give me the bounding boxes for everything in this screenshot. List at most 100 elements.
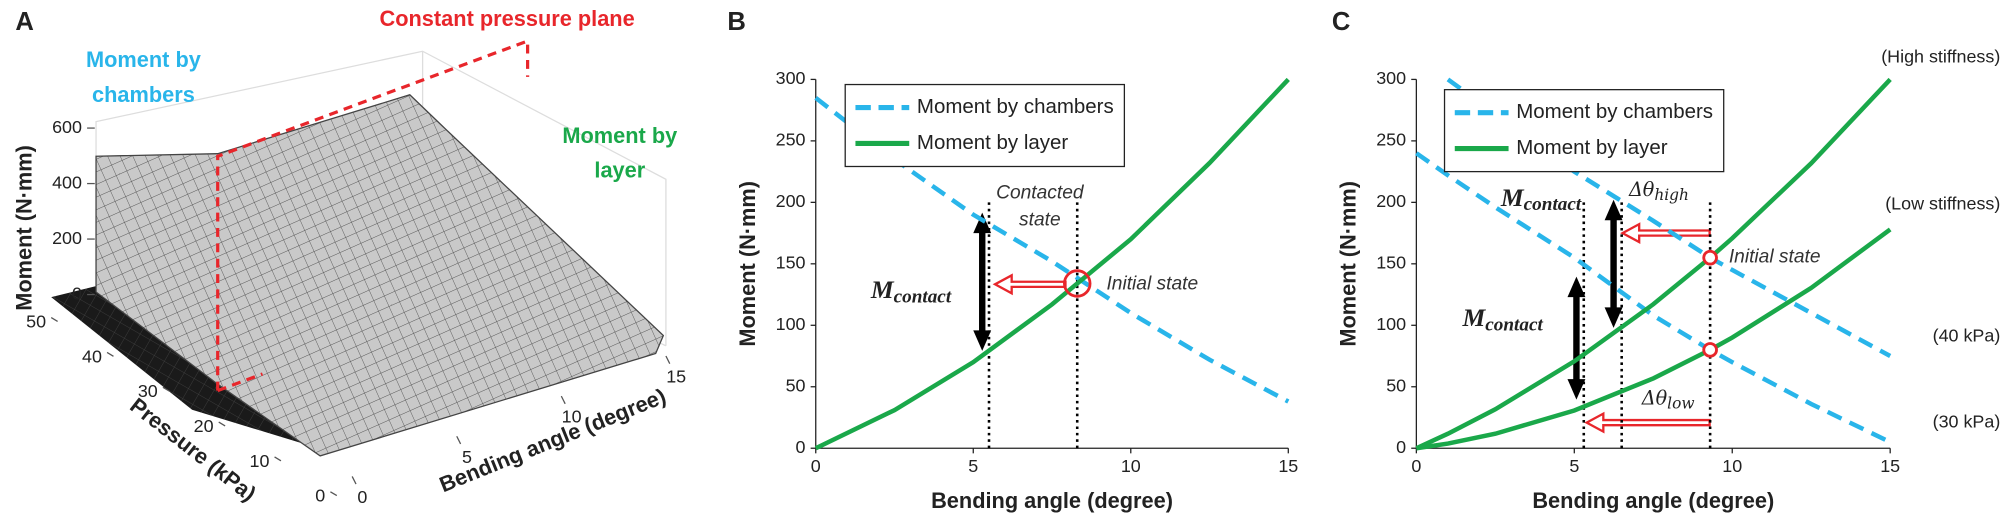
math-label: Mcontact (1500, 183, 1582, 216)
panel-label: C (1332, 8, 1350, 36)
math-label: Mcontact (870, 275, 952, 308)
math-label: Δθhigh (1628, 178, 1689, 204)
y-tick-label: 0 (315, 486, 325, 506)
annotation: layer (594, 157, 645, 182)
symbol: M (1461, 303, 1486, 332)
y-tick (218, 421, 226, 427)
series-line (1415, 77, 1892, 451)
y-tick-label: 0 (1396, 437, 1406, 457)
annotation: Initial state (1106, 273, 1198, 294)
series-label: (High stiffness) (1881, 46, 2000, 66)
z-tick-label: 600 (52, 117, 82, 137)
light-surface (95, 94, 665, 457)
annotation: Constant pressure plane (380, 6, 635, 31)
x-tick (351, 476, 357, 485)
series-line (1416, 227, 1892, 451)
x-tick-label: 0 (357, 487, 367, 507)
symbol: M (1500, 183, 1525, 212)
state-marker (1702, 342, 1718, 358)
x-axis-label: Bending angle (degree) (1532, 488, 1774, 513)
math-label: Mcontact (1461, 303, 1543, 336)
subscript: high (1654, 186, 1689, 204)
annotation: Moment by (86, 47, 201, 72)
panel-label: A (15, 8, 34, 36)
annotation: chambers (92, 82, 195, 107)
y-tick-label: 300 (776, 68, 806, 88)
y-tick (106, 351, 114, 357)
legend-label: Moment by layer (1516, 136, 1667, 159)
z-tick-label: 400 (52, 172, 82, 192)
z-tick-label: 200 (52, 228, 82, 248)
annotation: Initial state (1729, 246, 1821, 267)
legend-label: Moment by chambers (1516, 100, 1713, 123)
legend-label: Moment by chambers (917, 95, 1114, 118)
subscript: contact (1524, 195, 1582, 216)
series-label: (Low stiffness) (1885, 194, 2000, 214)
panel-label: B (727, 8, 746, 36)
annotation: state (1019, 209, 1061, 230)
y-tick-label: 150 (776, 253, 806, 273)
arrows-b (973, 212, 1067, 351)
x-tick (560, 395, 566, 405)
x-tick-label: 10 (1121, 456, 1141, 476)
y-tick (50, 317, 58, 322)
state-marker (1702, 249, 1718, 266)
y-tick-label: 50 (26, 311, 46, 331)
symbol: Δθ (1641, 387, 1668, 410)
y-tick-label: 0 (796, 437, 806, 457)
y-tick-label: 50 (1386, 375, 1406, 395)
x-tick-label: 15 (666, 367, 686, 387)
legend-box (1443, 89, 1725, 173)
state-marker (1063, 269, 1092, 298)
y-tick (330, 491, 338, 497)
constant-pressure-plane (216, 38, 530, 393)
y-tick-label: 30 (138, 381, 158, 401)
series-line (814, 77, 1290, 451)
legend-label: Moment by layer (917, 131, 1068, 154)
y-tick-label: 200 (1376, 191, 1406, 211)
y-tick-label: 300 (1376, 68, 1406, 88)
x-tick (456, 435, 462, 445)
x-tick-label: 15 (1880, 456, 1900, 476)
x-tick-label: 10 (562, 407, 582, 427)
x-tick-label: 15 (1278, 456, 1298, 476)
y-tick-label: 100 (1376, 314, 1406, 334)
y-tick-label: 250 (776, 130, 806, 150)
subscript: contact (1485, 315, 1543, 336)
subscript: contact (894, 287, 952, 308)
series-label: (30 kPa) (1933, 411, 2001, 431)
y-tick-label: 40 (82, 346, 102, 366)
x-tick-label: 5 (462, 447, 472, 467)
y-axis-label: Moment (N·mm) (1336, 181, 1361, 347)
symbol: Δθ (1628, 178, 1655, 201)
y-tick-label: 10 (250, 451, 270, 471)
y-tick-label: 100 (776, 314, 806, 334)
arrows-c (1567, 199, 1711, 434)
y-tick-label: 200 (776, 191, 806, 211)
x-tick (665, 355, 671, 364)
y-tick-label: 150 (1376, 253, 1406, 273)
y-tick-label: 20 (194, 416, 214, 436)
y-tick (162, 386, 170, 392)
series-line (1415, 151, 1892, 445)
y-tick-label: 250 (1376, 130, 1406, 150)
surface-scene (51, 38, 667, 457)
subscript: low (1667, 395, 1694, 413)
z-axis-label: Moment (N·mm) (11, 145, 36, 311)
series-label: (40 kPa) (1933, 326, 2001, 346)
z-tick-label: 0 (72, 283, 82, 303)
x-tick-label: 0 (811, 456, 821, 476)
y-tick (274, 456, 282, 462)
x-tick-label: 0 (1411, 456, 1421, 476)
y-tick-label: 50 (786, 375, 806, 395)
annotation: Moment by (562, 123, 677, 148)
y-axis-label: Moment (N·mm) (735, 181, 760, 347)
x-tick-label: 5 (1569, 456, 1579, 476)
legend-box (844, 83, 1126, 168)
annotation: Contacted (996, 182, 1085, 203)
x-axis-label: Bending angle (degree) (931, 488, 1173, 513)
x-tick-label: 5 (968, 456, 978, 476)
symbol: M (870, 275, 895, 304)
math-label: Δθlow (1641, 387, 1695, 413)
